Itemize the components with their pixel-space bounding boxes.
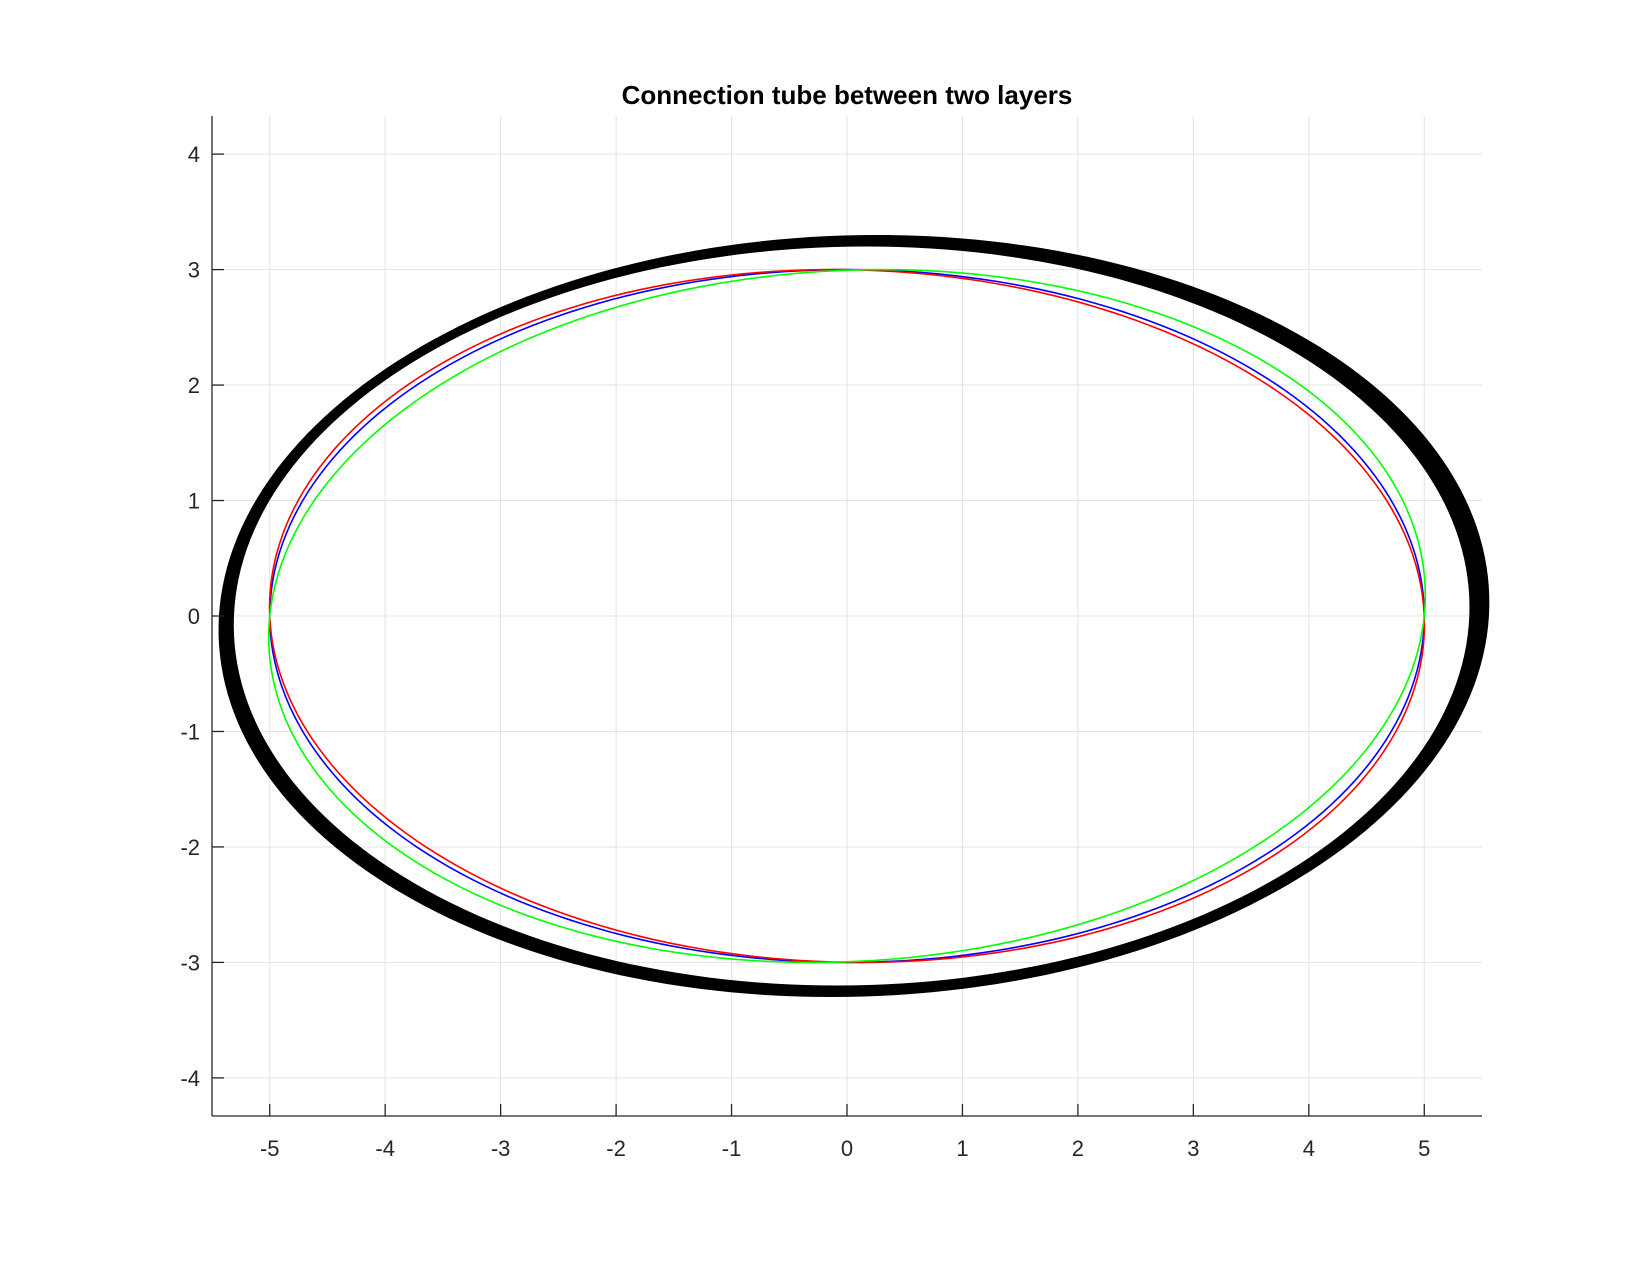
series-line-3 <box>267 268 1427 964</box>
x-tick-label: -3 <box>491 1136 511 1161</box>
layer-curves <box>267 268 1427 964</box>
y-tick-label: 0 <box>188 604 200 629</box>
x-tick-label: -4 <box>375 1136 395 1161</box>
y-tick-label: -4 <box>180 1066 200 1091</box>
y-tick-label: 1 <box>188 489 200 514</box>
plot-area: -5 -4 -3 -2 -1 0 1 2 3 4 5 -4 -3 -2 -1 0 1 2 3 4 <box>180 116 1490 1161</box>
y-tick-label: 2 <box>188 373 200 398</box>
x-tick-label: -2 <box>606 1136 626 1161</box>
y-tick-label: -3 <box>180 950 200 975</box>
chart-title: Connection tube between two layers <box>622 80 1073 110</box>
x-tick-label: -1 <box>722 1136 742 1161</box>
x-tick-label: 2 <box>1072 1136 1084 1161</box>
y-tick-label: -1 <box>180 719 200 744</box>
y-tick-label: 4 <box>188 142 200 167</box>
x-tick-label: 0 <box>841 1136 853 1161</box>
x-tick-label: 1 <box>956 1136 968 1161</box>
x-tick-label: 5 <box>1418 1136 1430 1161</box>
x-tick-label: 3 <box>1187 1136 1199 1161</box>
y-tick-label: 3 <box>188 258 200 283</box>
x-axis-ticks: -5 -4 -3 -2 -1 0 1 2 3 4 5 <box>260 1104 1430 1161</box>
x-tick-label: 4 <box>1303 1136 1315 1161</box>
y-tick-label: -2 <box>180 835 200 860</box>
x-tick-label: -5 <box>260 1136 280 1161</box>
y-axis-ticks: -4 -3 -2 -1 0 1 2 3 4 <box>180 142 224 1091</box>
